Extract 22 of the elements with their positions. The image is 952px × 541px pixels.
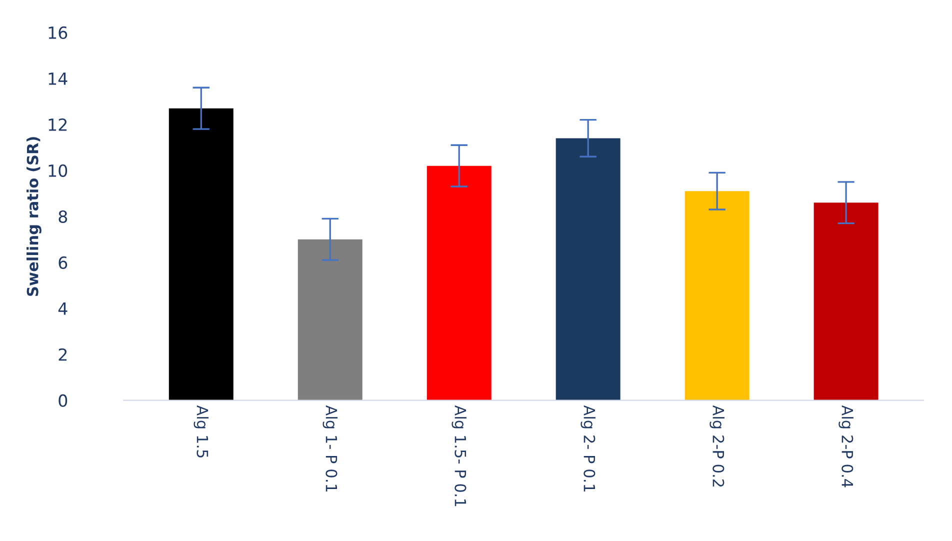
y-tick-label: 10 (48, 164, 68, 177)
bar (814, 202, 878, 400)
bar (298, 239, 362, 400)
x-tick-label: Alg 1.5 (194, 405, 209, 458)
x-tick-label: Alg 2- P 0.1 (580, 405, 596, 492)
y-tick-label: 0 (58, 394, 68, 407)
y-tick-label: 8 (58, 210, 68, 223)
y-tick-label: 16 (48, 26, 68, 40)
x-tick-label: Alg 2-P 0.4 (838, 405, 854, 488)
y-tick-label: 6 (58, 256, 68, 269)
y-tick-label: 12 (48, 118, 67, 131)
bar (426, 166, 492, 400)
y-tick-label: 2 (58, 348, 67, 361)
y-axis-title: Swelling ratio (SR) (26, 137, 42, 296)
x-tick-label: Alg 1- P 0.1 (322, 405, 338, 492)
bar (684, 191, 750, 400)
x-tick-label: Alg 1.5- P 0.1 (452, 405, 467, 506)
bar (556, 138, 620, 400)
x-tick-label: Alg 2-P 0.2 (710, 405, 724, 487)
y-tick-label: 4 (58, 302, 68, 315)
y-tick-label: 14 (48, 72, 68, 85)
bar (168, 108, 234, 400)
